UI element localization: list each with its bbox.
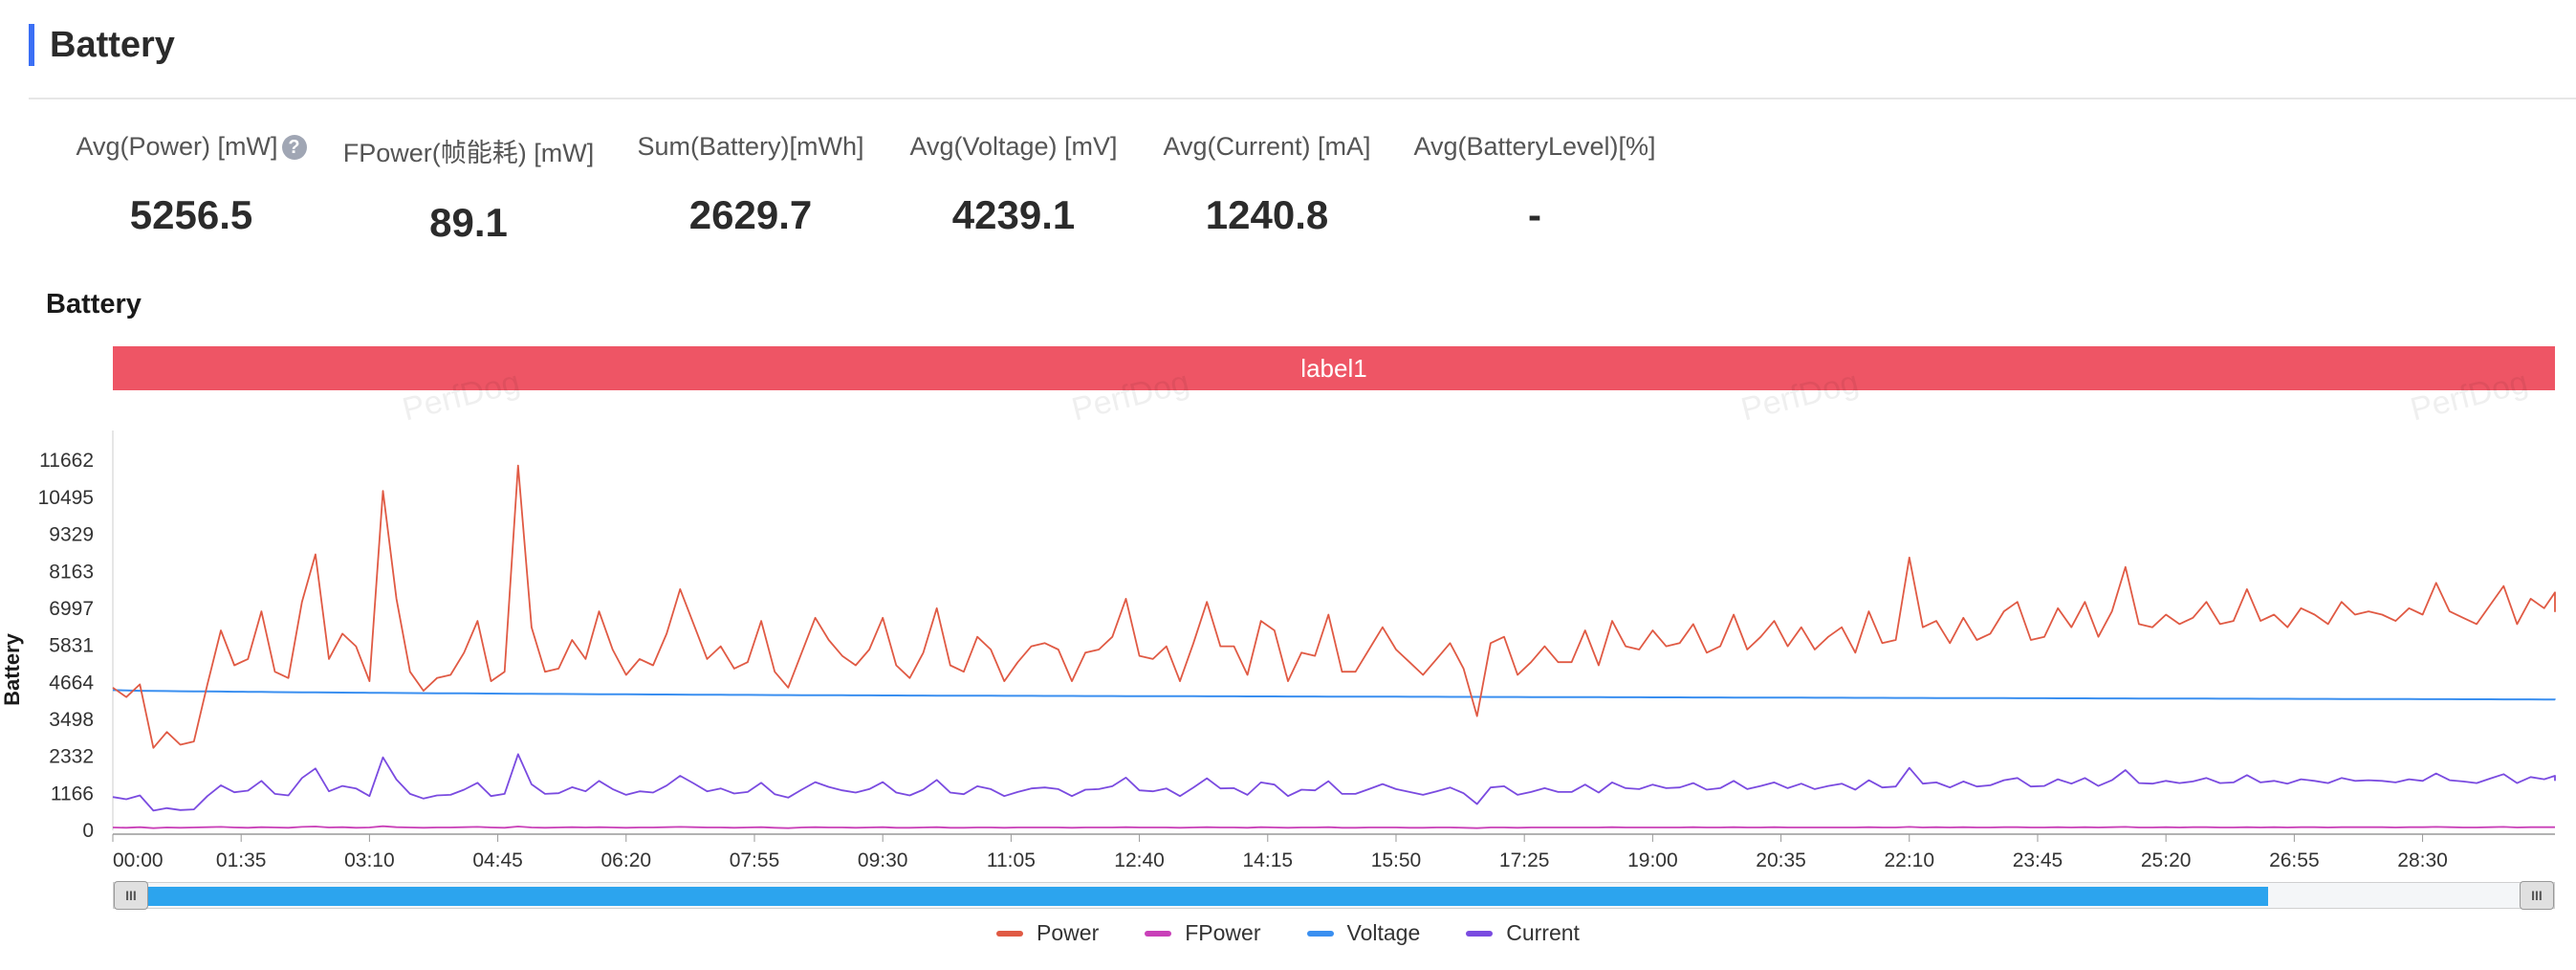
zoom-slider[interactable]: III III <box>113 881 2555 910</box>
stat-avg-battery-level: Avg(BatteryLevel)[%] - <box>1406 132 1664 238</box>
section-header: Battery <box>29 21 175 69</box>
zoom-slider-range[interactable] <box>141 887 2268 906</box>
legend-item-fpower[interactable]: FPower <box>1145 920 1261 946</box>
x-tick-label: 03:10 <box>344 849 395 871</box>
chart-legend: Power FPower Voltage Current <box>0 920 2576 946</box>
x-tick-label: 14:15 <box>1243 849 1294 871</box>
x-tick-label: 23:45 <box>2013 849 2063 871</box>
stat-label: Avg(Voltage) [mV] <box>909 132 1118 161</box>
x-tick-label: 22:10 <box>1884 849 1934 871</box>
y-tick-label: 0 <box>82 820 94 842</box>
y-tick-label: 9329 <box>49 524 94 546</box>
stat-sum-battery: Sum(Battery)[mWh] 2629.7 <box>622 132 880 238</box>
series-line-power <box>112 464 2556 749</box>
x-tick-label: 28:30 <box>2397 849 2448 871</box>
y-axis: 0 1166 2332 3498 4664 5831 6997 8163 9329 10495 11… <box>38 430 114 842</box>
x-tick-label: 25:20 <box>2141 849 2192 871</box>
legend-label: Voltage <box>1346 920 1421 945</box>
series-line-current <box>112 753 2556 812</box>
x-tick-label: 06:20 <box>601 849 652 871</box>
stat-label: Avg(BatteryLevel)[%] <box>1413 132 1656 161</box>
stat-avg-current: Avg(Current) [mA] 1240.8 <box>1147 132 1386 238</box>
x-tick-label: 09:30 <box>858 849 908 871</box>
header-divider <box>29 98 2576 99</box>
stat-value: 4239.1 <box>951 192 1076 237</box>
legend-item-power[interactable]: Power <box>996 920 1099 946</box>
x-tick-label: 04:45 <box>472 849 523 871</box>
y-axis-label: Battery <box>0 632 24 706</box>
x-tick-label: 00:00 <box>113 849 164 871</box>
y-tick-label: 10495 <box>38 487 94 509</box>
y-tick-label: 5831 <box>49 635 94 657</box>
y-tick-label: 2332 <box>49 746 94 768</box>
stat-value: 5256.5 <box>129 192 253 237</box>
legend-label: Power <box>1037 920 1100 945</box>
help-icon[interactable]: ? <box>281 134 307 160</box>
x-tick-label: 20:35 <box>1756 849 1806 871</box>
x-tick-label: 07:55 <box>730 849 780 871</box>
y-tick-label: 4664 <box>49 672 94 694</box>
legend-swatch <box>1145 930 1172 937</box>
stat-fpower: FPower(帧能耗) [mW] 89.1 <box>339 132 598 246</box>
stat-label: Avg(Power) [mW] <box>76 132 278 161</box>
zoom-handle-left[interactable]: III <box>114 881 148 910</box>
label-band[interactable]: label1 <box>113 346 2555 390</box>
x-tick-label: 15:50 <box>1371 849 1422 871</box>
y-tick-label: 3498 <box>49 709 94 731</box>
stat-label: Sum(Battery)[mWh] <box>637 132 864 161</box>
legend-swatch <box>1466 930 1494 937</box>
x-axis: 00:00 01:35 03:10 04:45 06:20 07:55 09:30 11:05… <box>112 833 2555 871</box>
stat-value: 1240.8 <box>1205 192 1329 237</box>
x-tick-label: 12:40 <box>1114 849 1165 871</box>
legend-label: FPower <box>1185 920 1261 945</box>
section-title: Battery <box>50 24 175 65</box>
section-accent-bar <box>29 24 34 66</box>
chart-title: Battery <box>46 289 142 320</box>
stat-value: 89.1 <box>429 200 508 245</box>
legend-swatch <box>996 930 1024 937</box>
stat-avg-power: Avg(Power) [mW] ? 5256.5 <box>57 132 325 238</box>
stat-label: FPower(帧能耗) [mW] <box>342 139 595 167</box>
series-line-fpower <box>112 825 2555 829</box>
x-tick-label: 01:35 <box>216 849 267 871</box>
series-line-voltage <box>112 689 2556 701</box>
y-tick-label: 6997 <box>49 598 94 620</box>
legend-item-voltage[interactable]: Voltage <box>1306 920 1421 946</box>
series-group <box>112 464 2556 829</box>
legend-item-current[interactable]: Current <box>1466 920 1580 946</box>
x-tick-label: 17:25 <box>1499 849 1550 871</box>
legend-label: Current <box>1506 920 1580 945</box>
stat-avg-voltage: Avg(Voltage) [mV] 4239.1 <box>889 132 1138 238</box>
legend-swatch <box>1306 930 1334 937</box>
stat-value: 2629.7 <box>688 192 813 237</box>
y-tick-label: 1166 <box>51 783 94 805</box>
x-tick-label: 26:55 <box>2269 849 2320 871</box>
x-tick-label: 11:05 <box>987 849 1036 871</box>
x-tick-label: 19:00 <box>1627 849 1678 871</box>
stat-label: Avg(Current) [mA] <box>1163 132 1371 161</box>
zoom-handle-right[interactable]: III <box>2520 881 2554 910</box>
y-tick-label: 8163 <box>49 561 94 583</box>
stat-value: - <box>1528 192 1541 237</box>
y-tick-label: 11662 <box>39 450 94 472</box>
